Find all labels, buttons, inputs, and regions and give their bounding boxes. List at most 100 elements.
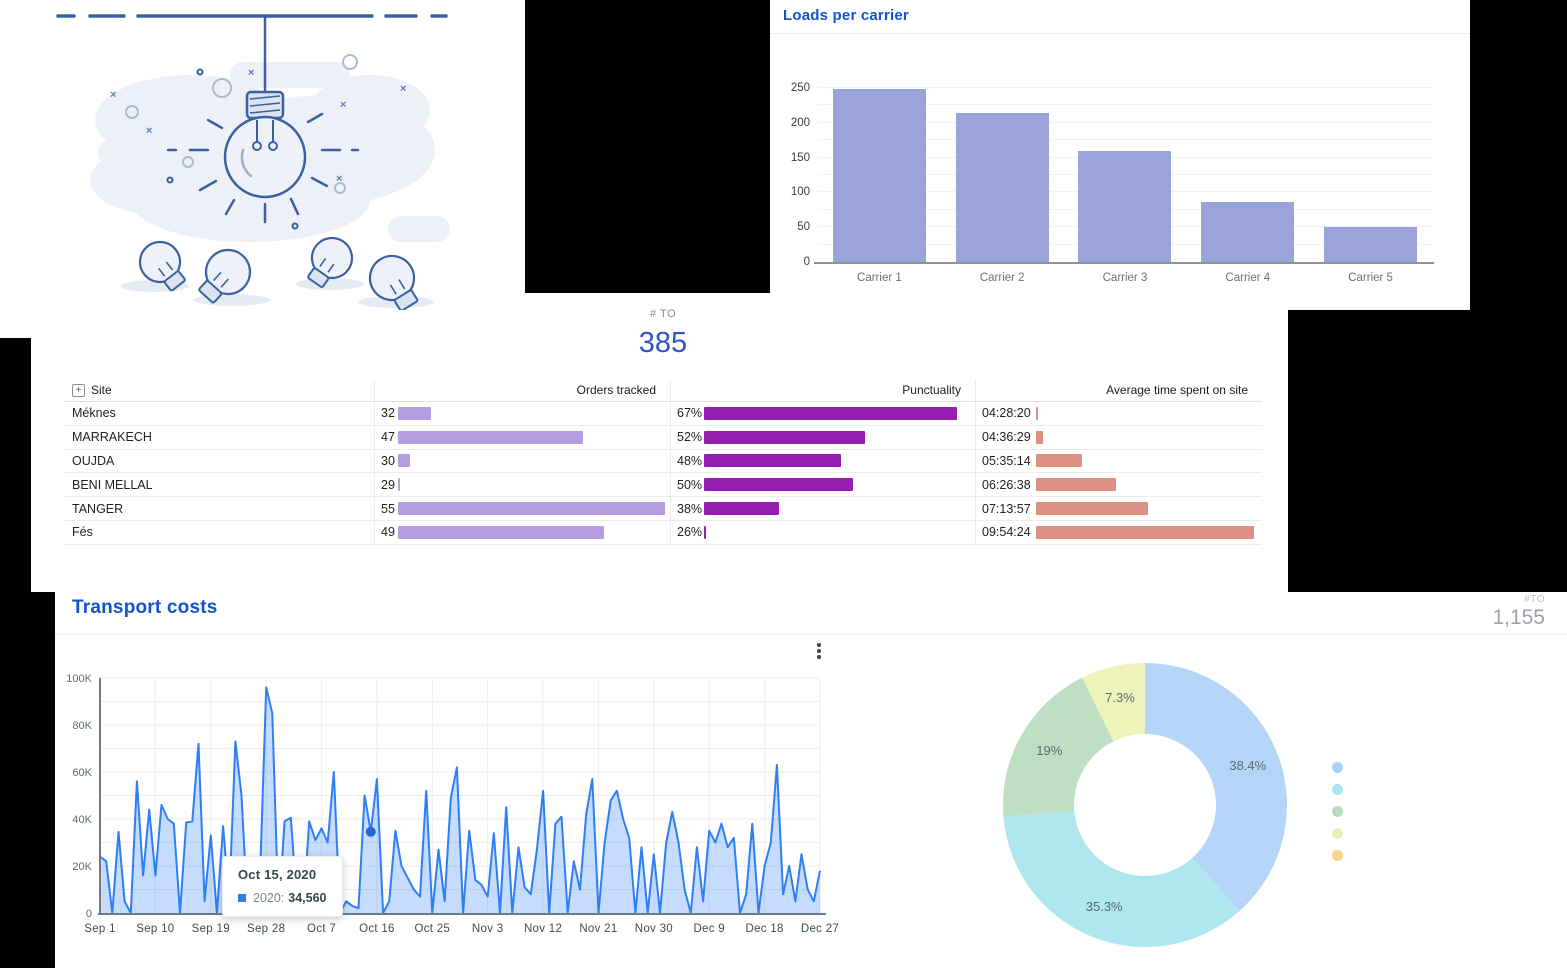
highlighted-point[interactable] bbox=[365, 826, 376, 837]
orders-value: 55 bbox=[381, 501, 395, 516]
x-tick-label: Sep 10 bbox=[136, 923, 174, 935]
table-row[interactable]: MARRAKECH 47 52% 04:36:29 bbox=[65, 425, 1262, 450]
x-tick-label: Carrier 4 bbox=[1225, 272, 1271, 284]
svg-text:×: × bbox=[248, 67, 254, 79]
series-marker-icon bbox=[238, 894, 246, 902]
table-row[interactable]: OUJDA 30 48% 05:35:14 bbox=[65, 449, 1262, 474]
tooltip-series: 2020: bbox=[253, 891, 285, 905]
donut-slice-2[interactable] bbox=[1002, 677, 1114, 817]
orders-bar[interactable] bbox=[398, 454, 411, 468]
column-header-orders[interactable]: Orders tracked bbox=[374, 379, 670, 402]
tooltip-value: 34,560 bbox=[288, 891, 327, 905]
donut-chart[interactable]: 38.4% 35.3% 19% 7.3% bbox=[985, 645, 1305, 968]
redacted-region-bottom-left bbox=[0, 592, 55, 968]
punctuality-bar[interactable] bbox=[704, 454, 841, 468]
donut-slice-0[interactable] bbox=[1145, 663, 1287, 911]
avg-time-cell: 04:28:20 bbox=[975, 402, 1262, 426]
table-row[interactable]: BENI MELLAL 29 50% 06:26:38 bbox=[65, 473, 1262, 498]
punctuality-bar[interactable] bbox=[704, 478, 853, 492]
transport-costs-chart[interactable]: 0 20K 40K 60K 80K 100K Sep 1 Sep 10 Sep 19 Sep 28… bbox=[60, 668, 850, 951]
orders-cell: 29 bbox=[374, 473, 670, 498]
avg-time-bar[interactable] bbox=[1036, 525, 1254, 539]
legend-dot-1[interactable] bbox=[1332, 784, 1343, 795]
avg-time-value: 09:54:24 bbox=[982, 525, 1031, 540]
transport-costs-title: Transport costs bbox=[72, 597, 218, 618]
column-header-avg-time[interactable]: Average time spent on site bbox=[975, 379, 1262, 402]
y-tick-label: 0 bbox=[803, 256, 810, 268]
orders-bar[interactable] bbox=[398, 525, 604, 539]
x-tick-label: Nov 30 bbox=[635, 923, 673, 935]
site-cell: Fés bbox=[65, 521, 374, 545]
bars bbox=[818, 88, 1432, 262]
site-cell: BENI MELLAL bbox=[65, 473, 374, 498]
area-fill bbox=[100, 687, 820, 913]
donut-slice-1[interactable] bbox=[1003, 810, 1240, 947]
y-tick-label: 80K bbox=[72, 720, 92, 732]
orders-bar[interactable] bbox=[398, 502, 665, 516]
donut-slice-3[interactable] bbox=[1082, 663, 1145, 742]
site-cell: Méknes bbox=[65, 402, 374, 426]
column-header-site[interactable]: + Site bbox=[65, 379, 374, 402]
orders-bar[interactable] bbox=[398, 406, 431, 420]
bar-carrier-5[interactable] bbox=[1324, 226, 1418, 262]
y-tick-label: 20K bbox=[72, 861, 92, 873]
punctuality-bar[interactable] bbox=[704, 502, 780, 516]
x-tick-label: Dec 18 bbox=[745, 923, 783, 935]
loads-bar-chart[interactable] bbox=[818, 87, 1432, 262]
x-tick-label: Dec 27 bbox=[801, 923, 839, 935]
orders-bar[interactable] bbox=[398, 478, 400, 492]
x-tick-label: Carrier 2 bbox=[979, 272, 1025, 284]
bar-carrier-2[interactable] bbox=[955, 113, 1049, 262]
avg-time-cell: 04:36:29 bbox=[975, 425, 1262, 450]
svg-text:×: × bbox=[146, 125, 152, 137]
punctuality-cell: 67% bbox=[670, 402, 975, 426]
punctuality-bar[interactable] bbox=[704, 525, 706, 539]
redacted-region-right-edge bbox=[1470, 0, 1567, 592]
y-tick-label: 100 bbox=[790, 186, 810, 199]
loads-panel-title: Loads per carrier bbox=[783, 7, 909, 24]
kpi-value: 1,155 bbox=[1492, 606, 1545, 629]
svg-text:×: × bbox=[336, 173, 342, 185]
y-tick-label: 60K bbox=[72, 767, 92, 779]
x-tick-label: Carrier 3 bbox=[1102, 272, 1148, 284]
redacted-region-right bbox=[1288, 310, 1470, 592]
redacted-region-top bbox=[525, 0, 770, 293]
column-header-punctuality[interactable]: Punctuality bbox=[670, 379, 975, 402]
redacted-region-left-strip bbox=[0, 338, 31, 592]
loads-x-axis: Carrier 1 Carrier 2 Carrier 3 Carrier 4 Carr… bbox=[818, 272, 1432, 284]
orders-cell: 49 bbox=[374, 520, 670, 545]
bar-carrier-1[interactable] bbox=[832, 89, 926, 262]
divider bbox=[770, 33, 1470, 34]
orders-value: 47 bbox=[381, 430, 395, 445]
bar-carrier-3[interactable] bbox=[1078, 150, 1172, 262]
header-label: Site bbox=[91, 383, 112, 397]
legend-dot-2[interactable] bbox=[1332, 806, 1343, 817]
loads-per-carrier-panel: Loads per carrier 0 50 100 150 200 250 Carrie… bbox=[770, 0, 1470, 310]
avg-time-bar[interactable] bbox=[1036, 502, 1148, 516]
table-row[interactable]: TANGER 55 38% 07:13:57 bbox=[65, 497, 1262, 521]
avg-time-bar[interactable] bbox=[1036, 454, 1083, 468]
avg-time-bar[interactable] bbox=[1036, 406, 1038, 420]
punctuality-value: 38% bbox=[677, 501, 703, 516]
legend-dot-0[interactable] bbox=[1332, 762, 1343, 773]
table-row[interactable]: Méknes 32 67% 04:28:20 bbox=[65, 402, 1262, 426]
kebab-menu-icon[interactable] bbox=[813, 639, 825, 663]
idea-lightbulbs-illustration: × × × × × × bbox=[56, 14, 450, 310]
orders-bar[interactable] bbox=[398, 430, 584, 444]
site-cell: MARRAKECH bbox=[65, 426, 374, 450]
avg-time-bar[interactable] bbox=[1036, 430, 1044, 444]
punctuality-bar[interactable] bbox=[704, 430, 866, 444]
orders-value: 30 bbox=[381, 453, 395, 468]
punctuality-bar[interactable] bbox=[704, 406, 957, 420]
legend-dot-3[interactable] bbox=[1332, 828, 1343, 839]
expand-icon[interactable]: + bbox=[72, 383, 85, 397]
table-header-row: + Site Orders tracked Punctuality Averag… bbox=[65, 379, 1262, 402]
punctuality-value: 52% bbox=[677, 430, 703, 445]
table-row[interactable]: Fés 49 26% 09:54:24 bbox=[65, 520, 1262, 545]
avg-time-cell: 07:13:57 bbox=[975, 497, 1262, 521]
avg-time-bar[interactable] bbox=[1036, 478, 1117, 492]
legend-dot-4[interactable] bbox=[1332, 850, 1343, 861]
avg-time-value: 05:35:14 bbox=[982, 453, 1031, 468]
avg-time-value: 04:36:29 bbox=[982, 430, 1031, 445]
bar-carrier-4[interactable] bbox=[1201, 202, 1295, 262]
